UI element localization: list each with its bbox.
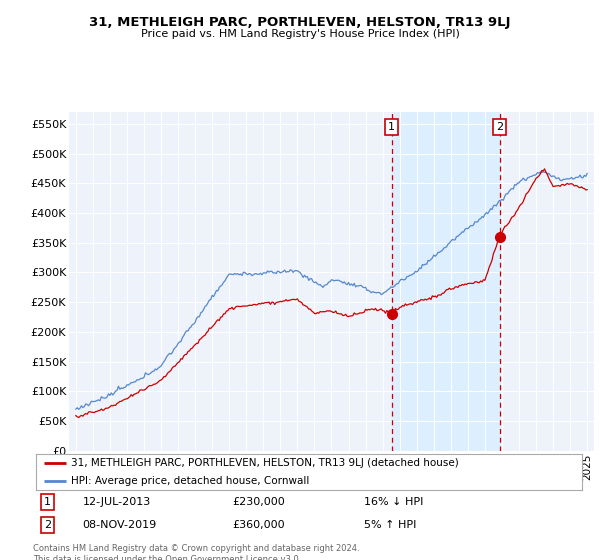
Text: £230,000: £230,000 [233,497,286,507]
Text: £360,000: £360,000 [233,520,285,530]
Text: 1: 1 [388,122,395,132]
Text: 2: 2 [44,520,52,530]
Text: 31, METHLEIGH PARC, PORTHLEVEN, HELSTON, TR13 9LJ (detached house): 31, METHLEIGH PARC, PORTHLEVEN, HELSTON,… [71,458,459,468]
Text: Price paid vs. HM Land Registry's House Price Index (HPI): Price paid vs. HM Land Registry's House … [140,29,460,39]
Text: 08-NOV-2019: 08-NOV-2019 [82,520,157,530]
Text: HPI: Average price, detached house, Cornwall: HPI: Average price, detached house, Corn… [71,476,310,486]
Text: 2: 2 [496,122,503,132]
Bar [392,112,500,451]
Text: 5% ↑ HPI: 5% ↑ HPI [364,520,416,530]
Text: 31, METHLEIGH PARC, PORTHLEVEN, HELSTON, TR13 9LJ: 31, METHLEIGH PARC, PORTHLEVEN, HELSTON,… [89,16,511,29]
Text: 1: 1 [44,497,51,507]
Text: 12-JUL-2013: 12-JUL-2013 [82,497,151,507]
Text: 16% ↓ HPI: 16% ↓ HPI [364,497,423,507]
Text: Contains HM Land Registry data © Crown copyright and database right 2024.
This d: Contains HM Land Registry data © Crown c… [33,544,359,560]
